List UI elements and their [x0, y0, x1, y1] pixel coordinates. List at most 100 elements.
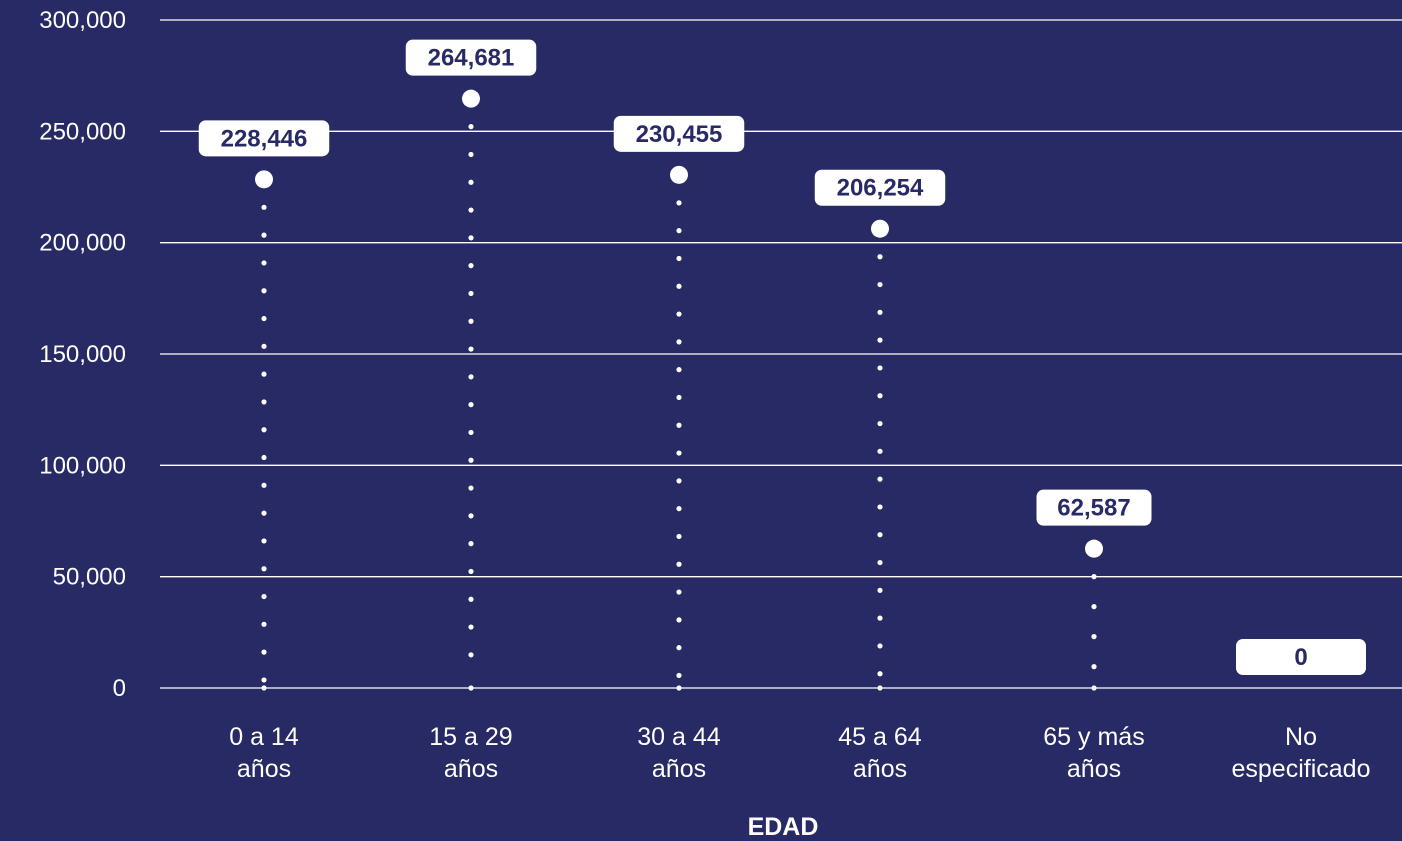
- y-tick-label: 50,000: [53, 564, 126, 591]
- data-label-box: [613, 115, 745, 152]
- data-point: [670, 165, 688, 184]
- stem-dot: [676, 685, 682, 691]
- stem-dot: [1091, 574, 1097, 580]
- data-label-box: [405, 39, 537, 76]
- stem-dot: [877, 504, 883, 510]
- data-point: [1085, 539, 1103, 558]
- y-tick-label: 250,000: [39, 118, 126, 145]
- stem-dot: [468, 568, 474, 575]
- stem-dot: [676, 283, 682, 289]
- y-tick-label: 0: [113, 675, 126, 702]
- stem-dot: [877, 615, 883, 621]
- stem-dot: [468, 513, 474, 519]
- stem-dot: [261, 649, 267, 655]
- stem-dot: [261, 204, 267, 210]
- stem-dot: [261, 685, 267, 691]
- stem-dot: [468, 207, 474, 213]
- y-tick-label: 150,000: [39, 341, 126, 368]
- stem-dot: [261, 677, 267, 683]
- data-label: 62,587: [1057, 495, 1130, 522]
- stem-dot: [468, 457, 474, 463]
- stem-dot: [877, 420, 883, 427]
- stem-dot: [468, 179, 474, 185]
- x-tick-label: No: [1285, 723, 1317, 751]
- stem-dot: [468, 374, 474, 380]
- stem-dot: [468, 685, 474, 691]
- x-tick-label: 30 a 44: [637, 723, 721, 751]
- stem-dot: [676, 255, 682, 262]
- stem-dot: [468, 485, 474, 491]
- stem-dot: [261, 260, 267, 266]
- stem-dot: [877, 671, 883, 677]
- stem-dot: [676, 311, 682, 317]
- x-tick-label: años: [1067, 755, 1121, 783]
- data-label: 228,446: [221, 125, 308, 152]
- stem-dot: [676, 672, 682, 679]
- stem-dot: [676, 533, 682, 540]
- stem-dot: [676, 506, 682, 512]
- stem-dot: [676, 200, 682, 206]
- stem-dot: [261, 593, 267, 600]
- y-tick-label: 100,000: [39, 452, 126, 479]
- data-label: 264,681: [428, 45, 515, 72]
- stem-dot: [877, 393, 883, 399]
- stem-dot: [468, 624, 474, 630]
- stem-dot: [261, 538, 267, 544]
- stem-dot: [468, 124, 474, 130]
- x-tick-label: años: [237, 755, 291, 783]
- stem-dot: [1091, 604, 1097, 610]
- stem-dot: [261, 510, 267, 516]
- stem-dot: [261, 232, 267, 238]
- stem-dot: [261, 371, 267, 377]
- stem-dot: [877, 281, 883, 288]
- stem-dot: [877, 532, 883, 538]
- y-tick-label: 300,000: [39, 7, 126, 34]
- stem-dot: [877, 685, 883, 691]
- data-label-box: [814, 169, 946, 206]
- stem-dot: [676, 367, 682, 373]
- stem-dot: [468, 151, 474, 158]
- stem-dot: [261, 566, 267, 572]
- stem-dot: [676, 617, 682, 623]
- stem-dot: [877, 309, 883, 315]
- stem-dot: [676, 422, 682, 428]
- data-point: [255, 170, 273, 189]
- data-label: 0: [1294, 644, 1307, 671]
- data-label-box: [1236, 639, 1366, 675]
- stem-dot: [676, 339, 682, 345]
- stem-dot: [877, 365, 883, 371]
- x-tick-label: 0 a 14: [229, 723, 299, 751]
- stem-dot: [468, 290, 474, 297]
- data-label: 230,455: [636, 121, 723, 148]
- x-tick-label: años: [853, 755, 907, 783]
- x-axis-title: EDAD: [748, 813, 819, 841]
- x-tick-label: años: [444, 755, 498, 783]
- x-tick-label: años: [652, 755, 706, 783]
- stem-dot: [676, 589, 682, 595]
- stem-dot: [676, 645, 682, 651]
- stem-dot: [877, 643, 883, 649]
- stem-dot: [877, 476, 883, 482]
- stem-dot: [877, 254, 883, 260]
- stem-dot: [468, 596, 474, 602]
- stem-dot: [261, 621, 267, 627]
- x-tick-label: 65 y más: [1043, 723, 1144, 751]
- stem-dot: [261, 343, 267, 349]
- stem-dot: [468, 346, 474, 352]
- stem-dot: [468, 402, 474, 408]
- x-tick-label: especificado: [1232, 755, 1371, 783]
- stem-dot: [877, 448, 883, 454]
- stem-dot: [261, 482, 267, 488]
- stem-dot: [261, 399, 267, 405]
- stem-dot: [676, 394, 682, 401]
- stem-dot: [468, 263, 474, 269]
- stem-dot: [877, 559, 883, 566]
- stem-dot: [1091, 664, 1097, 670]
- stem-dot: [261, 454, 267, 461]
- stem-dot: [1091, 685, 1097, 691]
- stem-dot: [468, 429, 474, 436]
- x-tick-label: 45 a 64: [838, 723, 922, 751]
- data-label: 206,254: [837, 175, 924, 202]
